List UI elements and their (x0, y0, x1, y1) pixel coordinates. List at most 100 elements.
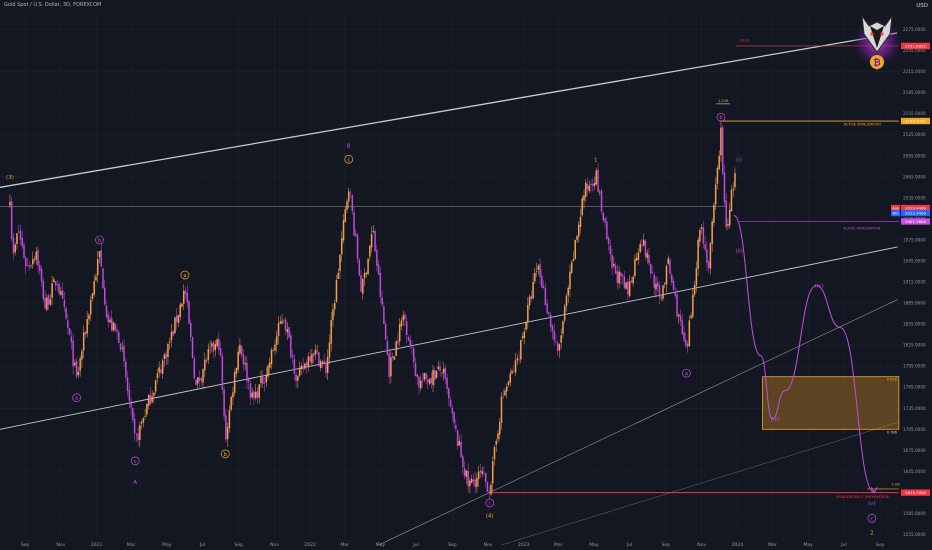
candle-body (541, 276, 543, 288)
candle-body (664, 283, 666, 285)
candle-body (339, 254, 341, 271)
candle-body (79, 358, 81, 371)
candle-body (260, 376, 262, 383)
candle-body (477, 471, 480, 479)
candle-body (284, 319, 287, 331)
time-axis[interactable]: Sep Nov 2021 Mar May Jul Sep Nov 2022 Mar May Jul Se… (21, 542, 885, 548)
candle-body (630, 280, 633, 283)
candle-body (669, 259, 671, 274)
candle-body (377, 264, 380, 275)
candle-body (305, 362, 308, 366)
price-tick-label: 1975.0000 (903, 237, 926, 242)
candle-body (33, 258, 36, 260)
candle-body (70, 336, 73, 343)
wave-label-circle (180, 270, 190, 280)
candle-body (107, 314, 110, 323)
wave-label-circle (72, 393, 82, 403)
candle-body (135, 434, 138, 436)
candle-body (463, 468, 466, 476)
candle-body (451, 407, 454, 414)
candle-body (328, 342, 331, 358)
time-tick-label: 2024 (731, 542, 743, 548)
candle-body (363, 273, 366, 279)
candle-body (333, 303, 336, 310)
candle-body (77, 371, 80, 376)
candle-body (81, 351, 83, 360)
candle-body (242, 354, 245, 365)
candle-body (427, 379, 429, 383)
candle-body (246, 362, 248, 382)
candle-body (288, 327, 290, 338)
candle-body (506, 386, 508, 392)
candle-body (149, 394, 152, 405)
candle-body (202, 369, 204, 383)
candle-body (89, 300, 92, 315)
candle-body (491, 461, 494, 484)
candle-body (655, 283, 657, 290)
candle-body (685, 339, 687, 346)
candle-body (665, 265, 668, 285)
wave-label: (ii) (735, 248, 742, 254)
price-tick-label: 2155.0000 (903, 111, 926, 116)
candle-body (695, 268, 698, 286)
candle-body (653, 274, 655, 288)
candle-body (272, 350, 275, 351)
candle-body (44, 297, 46, 309)
projection-path (733, 214, 878, 494)
candle-body (418, 376, 420, 388)
candle-body (293, 359, 296, 374)
candle-body (706, 249, 708, 264)
candle-body (516, 358, 519, 361)
currency-label[interactable]: USD (916, 3, 928, 9)
candle-body (532, 281, 534, 299)
candle-body (61, 290, 64, 299)
candle-body (419, 380, 422, 389)
candle-body (240, 346, 243, 356)
candle-body (14, 244, 16, 253)
candle-body (298, 367, 301, 376)
candle-body (397, 340, 399, 344)
candle-body (205, 359, 208, 362)
candle-body (428, 379, 431, 384)
candle-body (405, 321, 408, 336)
candle-body (434, 370, 436, 380)
candle-body (10, 201, 13, 239)
price-axis[interactable]: 2275.0000 2245.0000 2215.0000 2185.0000 2155… (891, 0, 932, 550)
wave-label: i (489, 501, 490, 507)
time-tick-label: Nov (484, 542, 493, 548)
candle-body (546, 303, 548, 314)
candle-body (504, 390, 506, 396)
candle-body (593, 183, 596, 187)
price-tag-prefix: Bid (892, 211, 899, 216)
candle-body (525, 322, 527, 330)
candle-body (112, 322, 115, 331)
candle-body (42, 280, 45, 300)
candle-body (344, 209, 347, 223)
candle-body (326, 356, 329, 373)
candle-body (321, 361, 324, 363)
wave-label-circle (485, 498, 495, 508)
candle-body (197, 377, 199, 384)
wave-label: a (75, 396, 78, 402)
candle-body (51, 283, 53, 298)
candle-body (270, 349, 273, 365)
candle-body (567, 287, 569, 296)
candle-body (686, 343, 689, 348)
time-tick-label: Sep (662, 542, 671, 548)
candle-body (734, 173, 736, 188)
candle-body (53, 279, 55, 283)
symbol-title[interactable]: Gold Spot / U.S. Dollar, 3D, FOREXCOM (4, 2, 102, 8)
wave-label: c (134, 459, 137, 465)
candle-body (656, 282, 659, 287)
candle-body (693, 284, 696, 295)
candle-body (430, 377, 433, 384)
candle-body (469, 480, 471, 486)
time-tick-label: May (376, 542, 386, 548)
candle-body (16, 233, 18, 245)
wave-label: c (871, 516, 874, 522)
candle-body (606, 221, 608, 240)
candle-body (290, 335, 292, 357)
candle-body (513, 371, 515, 372)
candle-body (644, 240, 647, 257)
